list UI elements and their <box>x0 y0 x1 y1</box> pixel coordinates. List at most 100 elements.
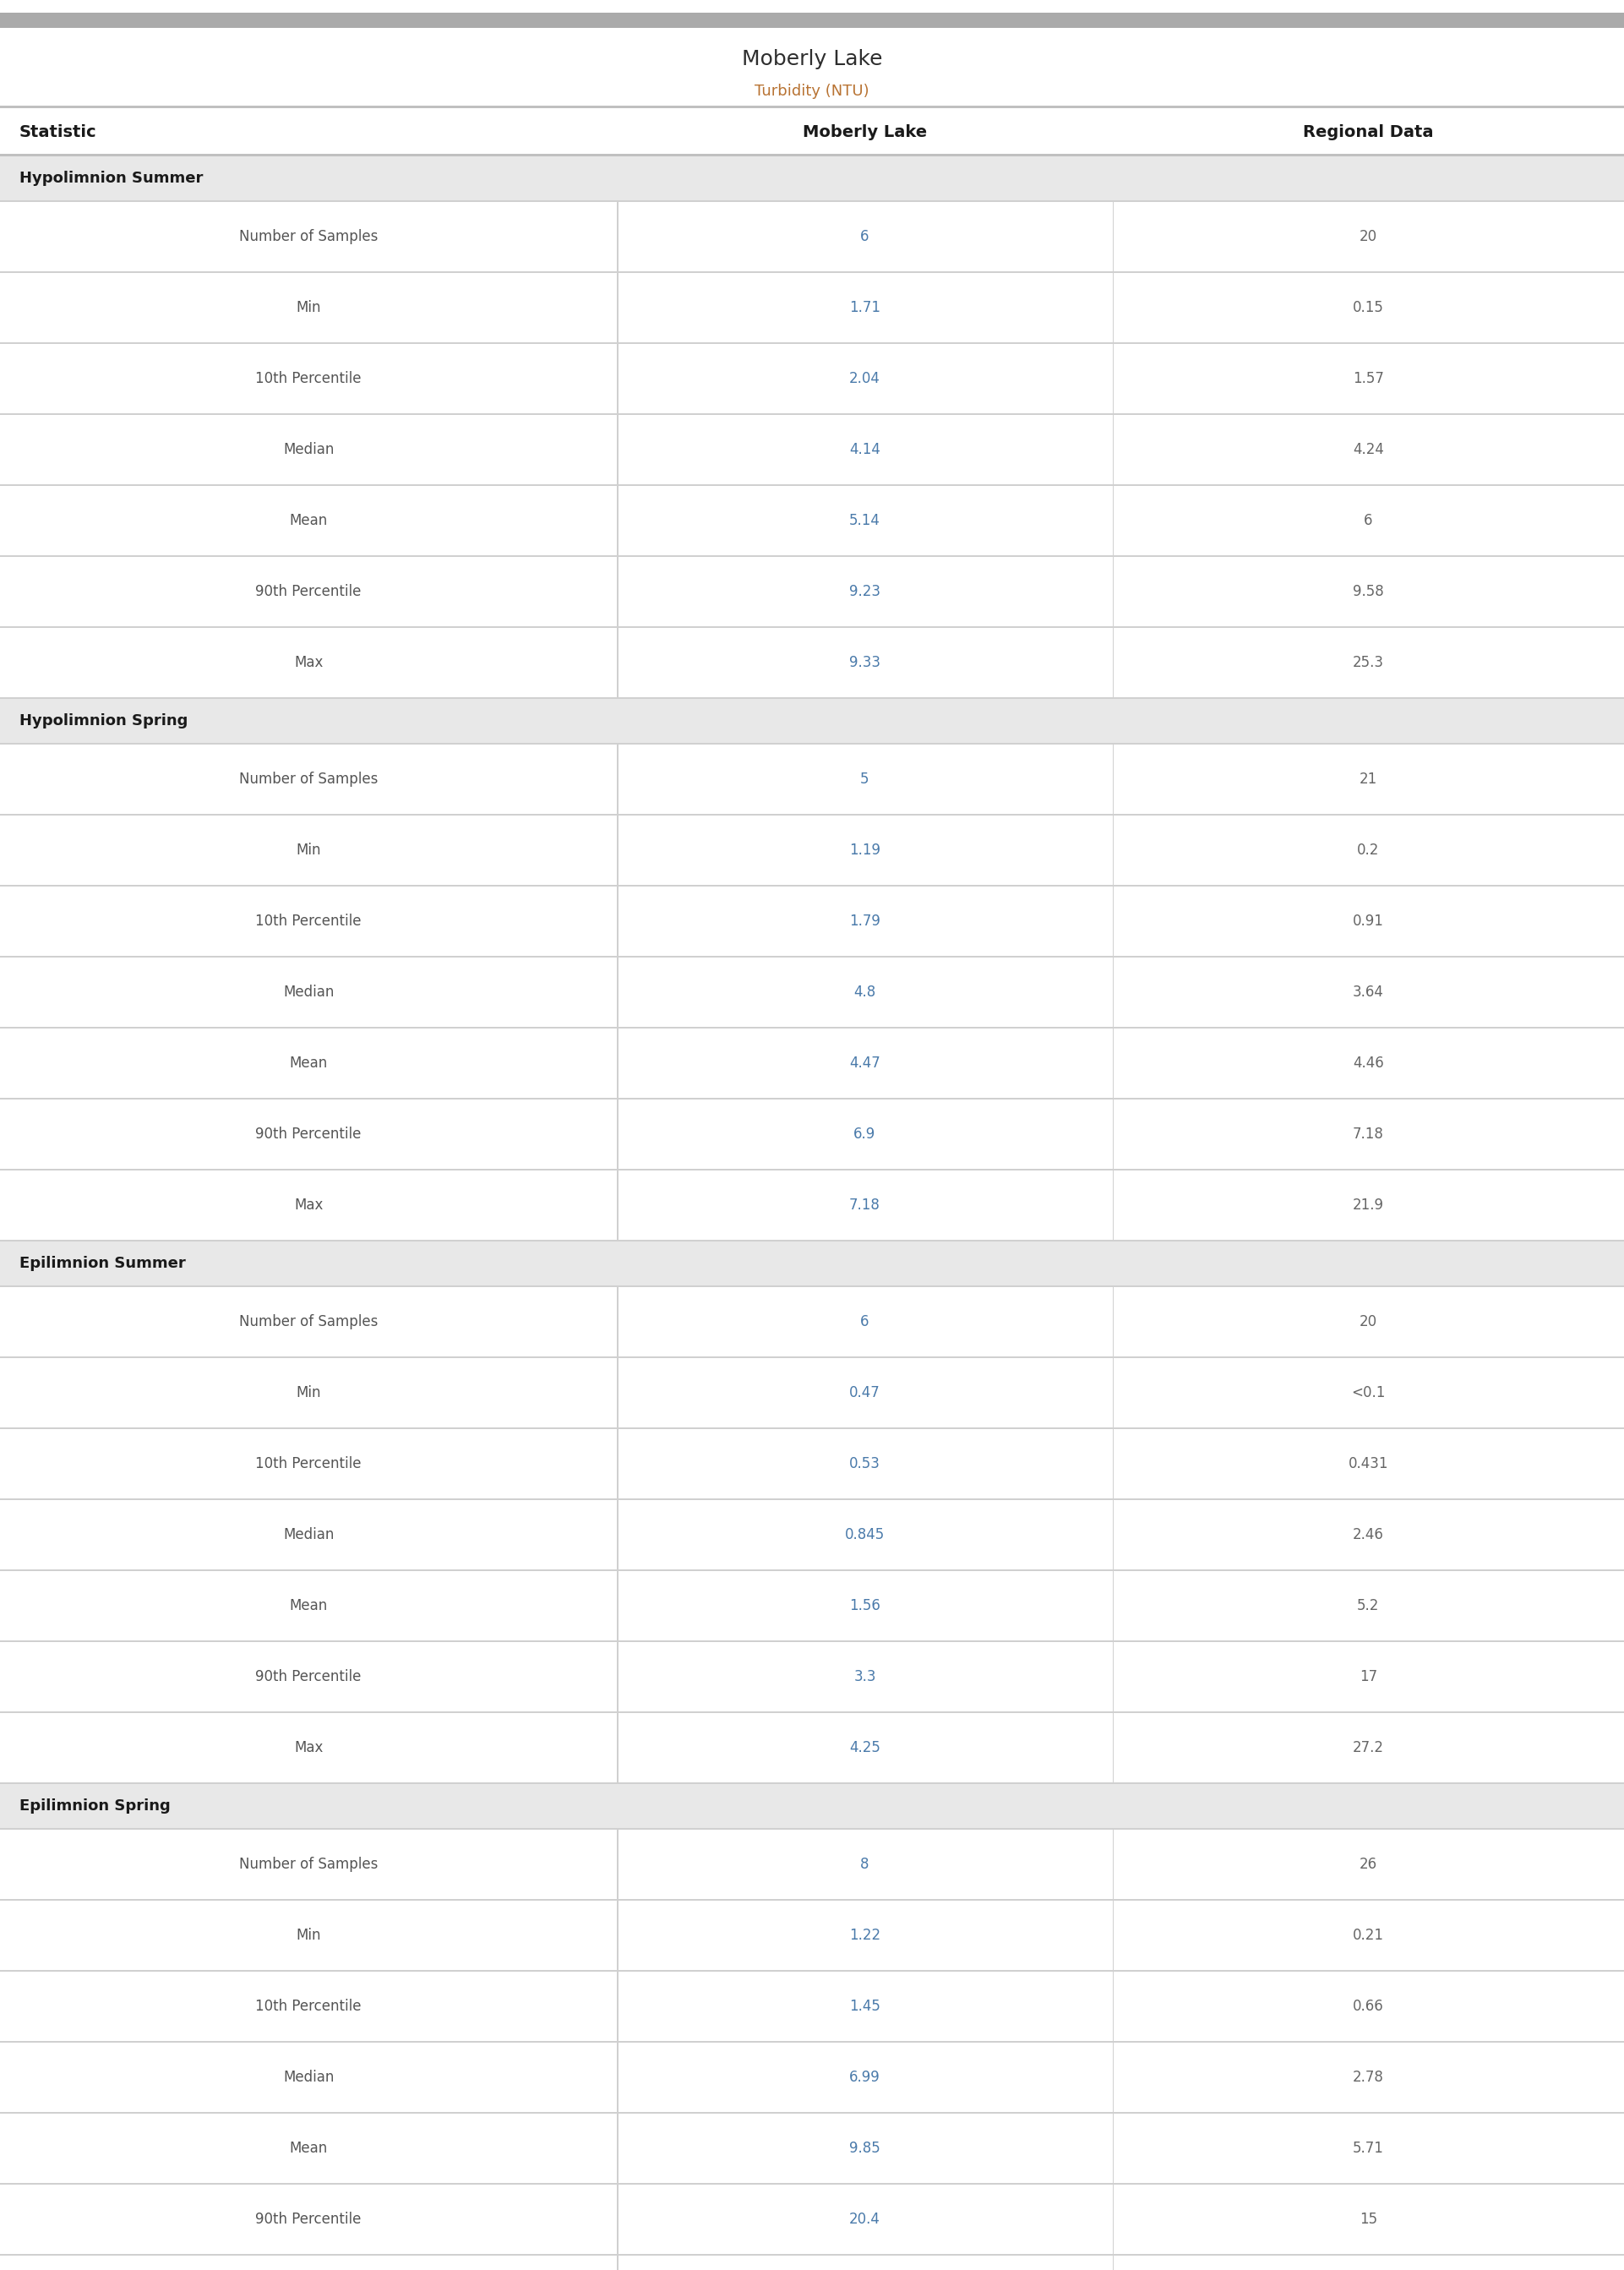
FancyBboxPatch shape <box>617 1571 619 1641</box>
FancyBboxPatch shape <box>1112 1500 1114 1569</box>
Text: 27.2: 27.2 <box>1353 1741 1384 1755</box>
Text: Moberly Lake: Moberly Lake <box>802 125 927 141</box>
Text: 8: 8 <box>861 1857 869 1873</box>
Text: 1.45: 1.45 <box>849 1998 880 2013</box>
FancyBboxPatch shape <box>1112 1287 1114 1357</box>
FancyBboxPatch shape <box>1112 1430 1114 1498</box>
Text: 9.23: 9.23 <box>849 583 880 599</box>
FancyBboxPatch shape <box>1112 415 1114 484</box>
FancyBboxPatch shape <box>1112 815 1114 885</box>
FancyBboxPatch shape <box>0 1641 1624 1712</box>
Text: 1.19: 1.19 <box>849 842 880 858</box>
Text: 10th Percentile: 10th Percentile <box>255 1455 362 1471</box>
FancyBboxPatch shape <box>617 1973 619 2041</box>
FancyBboxPatch shape <box>1112 745 1114 815</box>
Text: 0.2: 0.2 <box>1358 842 1379 858</box>
FancyBboxPatch shape <box>617 958 619 1026</box>
FancyBboxPatch shape <box>617 1099 619 1169</box>
Text: 4.14: 4.14 <box>849 443 880 456</box>
FancyBboxPatch shape <box>0 1171 1624 1239</box>
Text: Min: Min <box>296 1927 322 1943</box>
FancyBboxPatch shape <box>617 2113 619 2184</box>
Text: Min: Min <box>296 842 322 858</box>
Text: Median: Median <box>283 443 335 456</box>
FancyBboxPatch shape <box>0 1784 1624 1827</box>
Text: 1.71: 1.71 <box>849 300 880 316</box>
FancyBboxPatch shape <box>0 154 1624 157</box>
FancyBboxPatch shape <box>1112 1357 1114 1428</box>
Text: 26: 26 <box>1359 1857 1377 1873</box>
FancyBboxPatch shape <box>617 556 619 627</box>
Text: 4.25: 4.25 <box>849 1741 880 1755</box>
FancyBboxPatch shape <box>0 107 1624 109</box>
Text: 0.66: 0.66 <box>1353 1998 1384 2013</box>
FancyBboxPatch shape <box>1112 629 1114 697</box>
FancyBboxPatch shape <box>0 1028 1624 1099</box>
Text: Min: Min <box>296 300 322 316</box>
Text: 0.21: 0.21 <box>1353 1927 1384 1943</box>
FancyBboxPatch shape <box>0 2184 1624 2254</box>
FancyBboxPatch shape <box>617 815 619 885</box>
FancyBboxPatch shape <box>617 1028 619 1099</box>
Text: 21: 21 <box>1359 772 1377 788</box>
FancyBboxPatch shape <box>0 202 1624 272</box>
FancyBboxPatch shape <box>1112 345 1114 413</box>
FancyBboxPatch shape <box>1112 1830 1114 1900</box>
Text: Min: Min <box>296 1385 322 1401</box>
FancyBboxPatch shape <box>0 699 1624 742</box>
FancyBboxPatch shape <box>1112 272 1114 343</box>
FancyBboxPatch shape <box>617 2184 619 2254</box>
FancyBboxPatch shape <box>1112 888 1114 956</box>
Text: 2.46: 2.46 <box>1353 1528 1384 1541</box>
FancyBboxPatch shape <box>1112 2184 1114 2254</box>
Text: 6: 6 <box>861 229 869 245</box>
Text: 5.14: 5.14 <box>849 513 880 529</box>
FancyBboxPatch shape <box>1112 1973 1114 2041</box>
Text: <0.1: <0.1 <box>1351 1385 1385 1401</box>
Text: 1.79: 1.79 <box>849 913 880 928</box>
FancyBboxPatch shape <box>0 815 1624 885</box>
FancyBboxPatch shape <box>617 272 619 343</box>
Text: Hypolimnion Spring: Hypolimnion Spring <box>19 713 188 729</box>
Text: 10th Percentile: 10th Percentile <box>255 913 362 928</box>
FancyBboxPatch shape <box>617 1900 619 1970</box>
FancyBboxPatch shape <box>1112 556 1114 627</box>
Text: 90th Percentile: 90th Percentile <box>255 583 362 599</box>
FancyBboxPatch shape <box>0 2256 1624 2270</box>
FancyBboxPatch shape <box>0 1430 1624 1498</box>
Text: 20: 20 <box>1359 229 1377 245</box>
Text: 6: 6 <box>1364 513 1372 529</box>
FancyBboxPatch shape <box>1112 1028 1114 1099</box>
FancyBboxPatch shape <box>617 1714 619 1782</box>
Text: Median: Median <box>283 2070 335 2084</box>
Text: 20: 20 <box>1359 1314 1377 1330</box>
Text: 9.58: 9.58 <box>1353 583 1384 599</box>
FancyBboxPatch shape <box>1112 1171 1114 1239</box>
FancyBboxPatch shape <box>0 486 1624 556</box>
Text: Mean: Mean <box>289 1056 328 1071</box>
FancyBboxPatch shape <box>617 415 619 484</box>
FancyBboxPatch shape <box>1112 2256 1114 2270</box>
Text: 0.91: 0.91 <box>1353 913 1384 928</box>
Text: Regional Data: Regional Data <box>1302 125 1434 141</box>
Text: 0.845: 0.845 <box>844 1528 885 1541</box>
FancyBboxPatch shape <box>0 1500 1624 1569</box>
FancyBboxPatch shape <box>0 1900 1624 1970</box>
Text: 7.18: 7.18 <box>1353 1126 1384 1142</box>
Text: 0.15: 0.15 <box>1353 300 1384 316</box>
FancyBboxPatch shape <box>1112 1714 1114 1782</box>
Text: 5: 5 <box>861 772 869 788</box>
FancyBboxPatch shape <box>0 745 1624 815</box>
Text: 1.56: 1.56 <box>849 1598 880 1614</box>
Text: Mean: Mean <box>289 1598 328 1614</box>
Text: 17: 17 <box>1359 1668 1377 1684</box>
FancyBboxPatch shape <box>617 2043 619 2111</box>
Text: 5.71: 5.71 <box>1353 2141 1384 2156</box>
FancyBboxPatch shape <box>0 629 1624 697</box>
Text: 10th Percentile: 10th Percentile <box>255 370 362 386</box>
FancyBboxPatch shape <box>617 1357 619 1428</box>
Text: 0.47: 0.47 <box>849 1385 880 1401</box>
Text: 20.4: 20.4 <box>849 2211 880 2227</box>
FancyBboxPatch shape <box>0 1973 1624 2041</box>
Text: Turbidity (NTU): Turbidity (NTU) <box>755 84 869 100</box>
